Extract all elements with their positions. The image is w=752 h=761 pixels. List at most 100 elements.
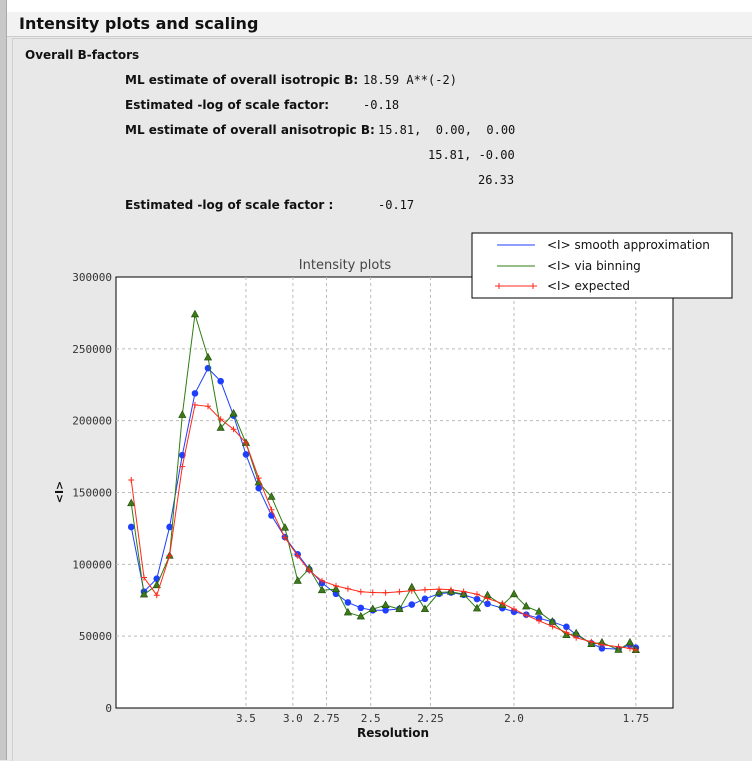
data-point-plus [499, 600, 506, 607]
data-point-circle [242, 451, 250, 458]
data-point-triangle [472, 603, 482, 612]
data-point-plus [141, 574, 148, 581]
label-scale-1: Estimated -log of scale factor: [125, 98, 330, 112]
y-tick-label: 100000 [72, 558, 112, 571]
data-point-plus [396, 588, 403, 595]
data-point-circle [598, 645, 606, 652]
data-point-triangle [420, 604, 430, 613]
data-point-plus [333, 582, 340, 589]
data-point-triangle [356, 611, 365, 620]
data-point-circle [563, 623, 570, 631]
data-point-plus [436, 586, 443, 593]
series-1 [127, 309, 640, 654]
y-tick-label: 200000 [72, 415, 112, 428]
data-point-plus [357, 588, 364, 595]
data-point-plus [281, 534, 288, 541]
section-title: Intensity plots and scaling [19, 14, 259, 33]
data-point-plus [255, 475, 262, 482]
data-point-plus [523, 612, 530, 619]
data-point-triangle [625, 637, 635, 646]
x-axis-label: Resolution [357, 726, 429, 740]
data-point-triangle [178, 410, 187, 418]
data-point-plus [615, 643, 622, 650]
data-point-triangle [139, 589, 149, 598]
data-point-plus [369, 589, 376, 596]
x-tick-label: 2.25 [417, 712, 444, 725]
x-tick-label: 1.75 [623, 712, 650, 725]
data-point-triangle [534, 607, 544, 615]
data-point-triangle [267, 492, 276, 500]
label-scale-2: Estimated -log of scale factor : [125, 198, 334, 212]
data-point-plus [344, 585, 351, 592]
data-point-plus [598, 641, 605, 648]
label-iso-b: ML estimate of overall isotropic B: [125, 73, 359, 87]
data-point-plus [153, 592, 160, 599]
x-tick-label: 2.75 [313, 712, 340, 725]
value-aniso-row1: 15.81, 0.00, 0.00 [378, 123, 516, 137]
y-tick-label: 50000 [79, 630, 112, 643]
top-strip [0, 0, 752, 12]
data-point-plus [294, 552, 301, 559]
data-point-circle [255, 484, 263, 492]
data-point-triangle [509, 589, 519, 598]
data-point-plus [588, 638, 595, 645]
legend-plus-marker [497, 283, 535, 289]
data-point-plus [535, 617, 542, 624]
series-2 [128, 401, 639, 653]
data-point-plus [421, 586, 428, 593]
data-point-circle [382, 607, 389, 614]
data-point-circle [344, 599, 352, 606]
legend-expected: <I> expected [547, 279, 630, 293]
data-point-circle [191, 390, 199, 397]
data-point-circle [484, 600, 491, 608]
section-header: Intensity plots and scaling [7, 12, 752, 37]
value-scale-1: -0.18 [363, 98, 400, 112]
data-point-triangle [368, 604, 377, 613]
data-point-triangle [203, 352, 213, 361]
data-point-plus [306, 567, 313, 574]
data-point-plus [549, 623, 556, 630]
data-point-triangle [216, 423, 225, 431]
data-point-triangle [343, 607, 353, 616]
data-point-triangle [395, 604, 404, 613]
data-point-circle [408, 601, 416, 608]
data-point-circle [166, 523, 173, 531]
data-point-plus [484, 595, 491, 602]
data-point-plus [268, 506, 275, 513]
value-iso-b: 18.59 A**(-2) [363, 73, 457, 87]
data-point-plus [382, 589, 389, 596]
value-aniso-row3: 26.33 [478, 173, 515, 187]
data-point-triangle [190, 309, 200, 318]
legend: <I> smooth approximation <I> via binning… [471, 232, 733, 299]
left-edge [0, 0, 7, 760]
data-point-plus [217, 416, 224, 423]
data-point-plus [573, 634, 580, 641]
bfactors-title: Overall B-factors [25, 48, 140, 62]
data-point-triangle [381, 600, 390, 609]
x-tick-label: 2.5 [361, 712, 381, 725]
data-point-circle [357, 604, 365, 612]
y-tick-label: 250000 [72, 343, 112, 356]
data-point-triangle [127, 498, 136, 507]
data-point-circle [421, 595, 429, 603]
data-point-plus [128, 477, 135, 484]
value-scale-2: -0.17 [378, 198, 415, 212]
data-point-triangle [522, 601, 531, 610]
data-point-triangle [152, 580, 161, 589]
data-point-plus [318, 577, 325, 584]
data-point-plus [447, 586, 454, 593]
x-tick-label: 3.0 [283, 712, 303, 725]
data-point-circle [473, 595, 481, 603]
data-point-plus [166, 552, 173, 559]
y-axis-label: <I> [53, 481, 66, 504]
label-aniso-b: ML estimate of overall anisotropic B: [125, 123, 375, 137]
data-point-plus [632, 646, 639, 653]
x-tick-label: 3.5 [236, 712, 256, 725]
data-point-plus [191, 401, 198, 408]
data-point-circle [217, 377, 224, 385]
data-point-plus [230, 426, 237, 433]
data-point-plus [242, 439, 249, 446]
data-point-circle [127, 523, 135, 531]
y-tick-label: 0 [105, 702, 112, 715]
